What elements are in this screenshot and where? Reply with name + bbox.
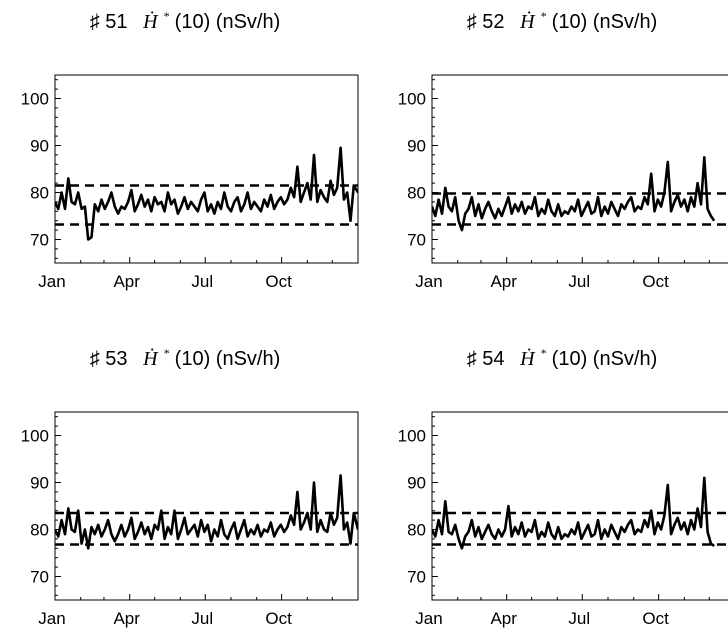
y-tick-label: 80 xyxy=(407,184,426,203)
chart-title: ♯ 53 Ḣ * (10) (nSv/h) xyxy=(90,340,281,370)
x-tick-label: Apr xyxy=(113,609,140,628)
title-prefix: ♯ 52 xyxy=(467,11,505,33)
title-suffix: (10) (nSv/h) xyxy=(175,11,281,33)
y-tick-label: 80 xyxy=(30,184,49,203)
title-sup: * xyxy=(163,346,169,360)
title-symbol: Ḣ xyxy=(519,10,536,33)
x-tick-label: Oct xyxy=(265,272,292,291)
x-tick-label: Jul xyxy=(568,609,590,628)
title-suffix: (10) (nSv/h) xyxy=(175,348,281,370)
y-tick-label: 100 xyxy=(21,427,49,446)
x-tick-label: Apr xyxy=(113,272,140,291)
chart-title: ♯ 52 Ḣ * (10) (nSv/h) xyxy=(467,3,658,33)
x-tick-label: Apr xyxy=(490,272,517,291)
plot-frame xyxy=(54,74,359,264)
title-sup: * xyxy=(540,346,546,360)
title-prefix: ♯ 51 xyxy=(90,11,128,33)
y-tick-label: 90 xyxy=(407,474,426,493)
series-line xyxy=(55,146,358,241)
x-tick-label: Oct xyxy=(642,272,669,291)
panel-52: ♯ 52 Ḣ * (10) (nSv/h) 70 80 90 100 Jan Apr Jul… xyxy=(398,3,728,291)
x-tick-label: Jan xyxy=(415,272,442,291)
title-suffix: (10) (nSv/h) xyxy=(552,348,658,370)
series-line xyxy=(55,474,358,550)
panel-51: ♯ 51 Ḣ * (10) (nSv/h) 70 80 90 100 Jan Apr Jul… xyxy=(21,3,359,291)
title-symbol: Ḣ xyxy=(142,10,159,33)
plot-frame xyxy=(431,74,728,264)
y-tick-label: 70 xyxy=(407,568,426,587)
y-tick-label: 70 xyxy=(30,231,49,250)
title-sup: * xyxy=(163,9,169,23)
x-tick-label: Jan xyxy=(415,609,442,628)
title-suffix: (10) (nSv/h) xyxy=(552,11,658,33)
x-tick-label: Apr xyxy=(490,609,517,628)
plot-frame xyxy=(54,411,359,601)
x-tick-label: Oct xyxy=(265,609,292,628)
y-tick-label: 70 xyxy=(407,231,426,250)
panel-53: ♯ 53 Ḣ * (10) (nSv/h) 70 80 90 100 Jan Apr Jul… xyxy=(21,340,359,628)
chart-title: ♯ 51 Ḣ * (10) (nSv/h) xyxy=(90,3,281,33)
y-tick-label: 90 xyxy=(30,474,49,493)
y-tick-label: 100 xyxy=(398,427,426,446)
panel-54: ♯ 54 Ḣ * (10) (nSv/h) 70 80 90 100 Jan Apr Jul… xyxy=(398,340,728,628)
series-line xyxy=(432,156,716,232)
y-tick-label: 100 xyxy=(398,90,426,109)
y-tick-label: 70 xyxy=(30,568,49,587)
x-tick-label: Jan xyxy=(38,609,65,628)
chart-title: ♯ 54 Ḣ * (10) (nSv/h) xyxy=(467,340,658,370)
y-tick-label: 90 xyxy=(30,137,49,156)
series-line xyxy=(432,476,715,550)
title-prefix: ♯ 53 xyxy=(90,348,128,370)
y-tick-label: 90 xyxy=(407,137,426,156)
y-tick-label: 80 xyxy=(30,521,49,540)
plot-frame xyxy=(431,411,728,601)
x-tick-label: Oct xyxy=(642,609,669,628)
x-tick-label: Jul xyxy=(191,609,213,628)
y-tick-label: 80 xyxy=(407,521,426,540)
title-prefix: ♯ 54 xyxy=(467,348,505,370)
y-tick-label: 100 xyxy=(21,90,49,109)
title-symbol: Ḣ xyxy=(519,347,536,370)
title-symbol: Ḣ xyxy=(142,347,159,370)
x-tick-label: Jul xyxy=(568,272,590,291)
title-sup: * xyxy=(540,9,546,23)
x-tick-label: Jul xyxy=(191,272,213,291)
x-tick-label: Jan xyxy=(38,272,65,291)
